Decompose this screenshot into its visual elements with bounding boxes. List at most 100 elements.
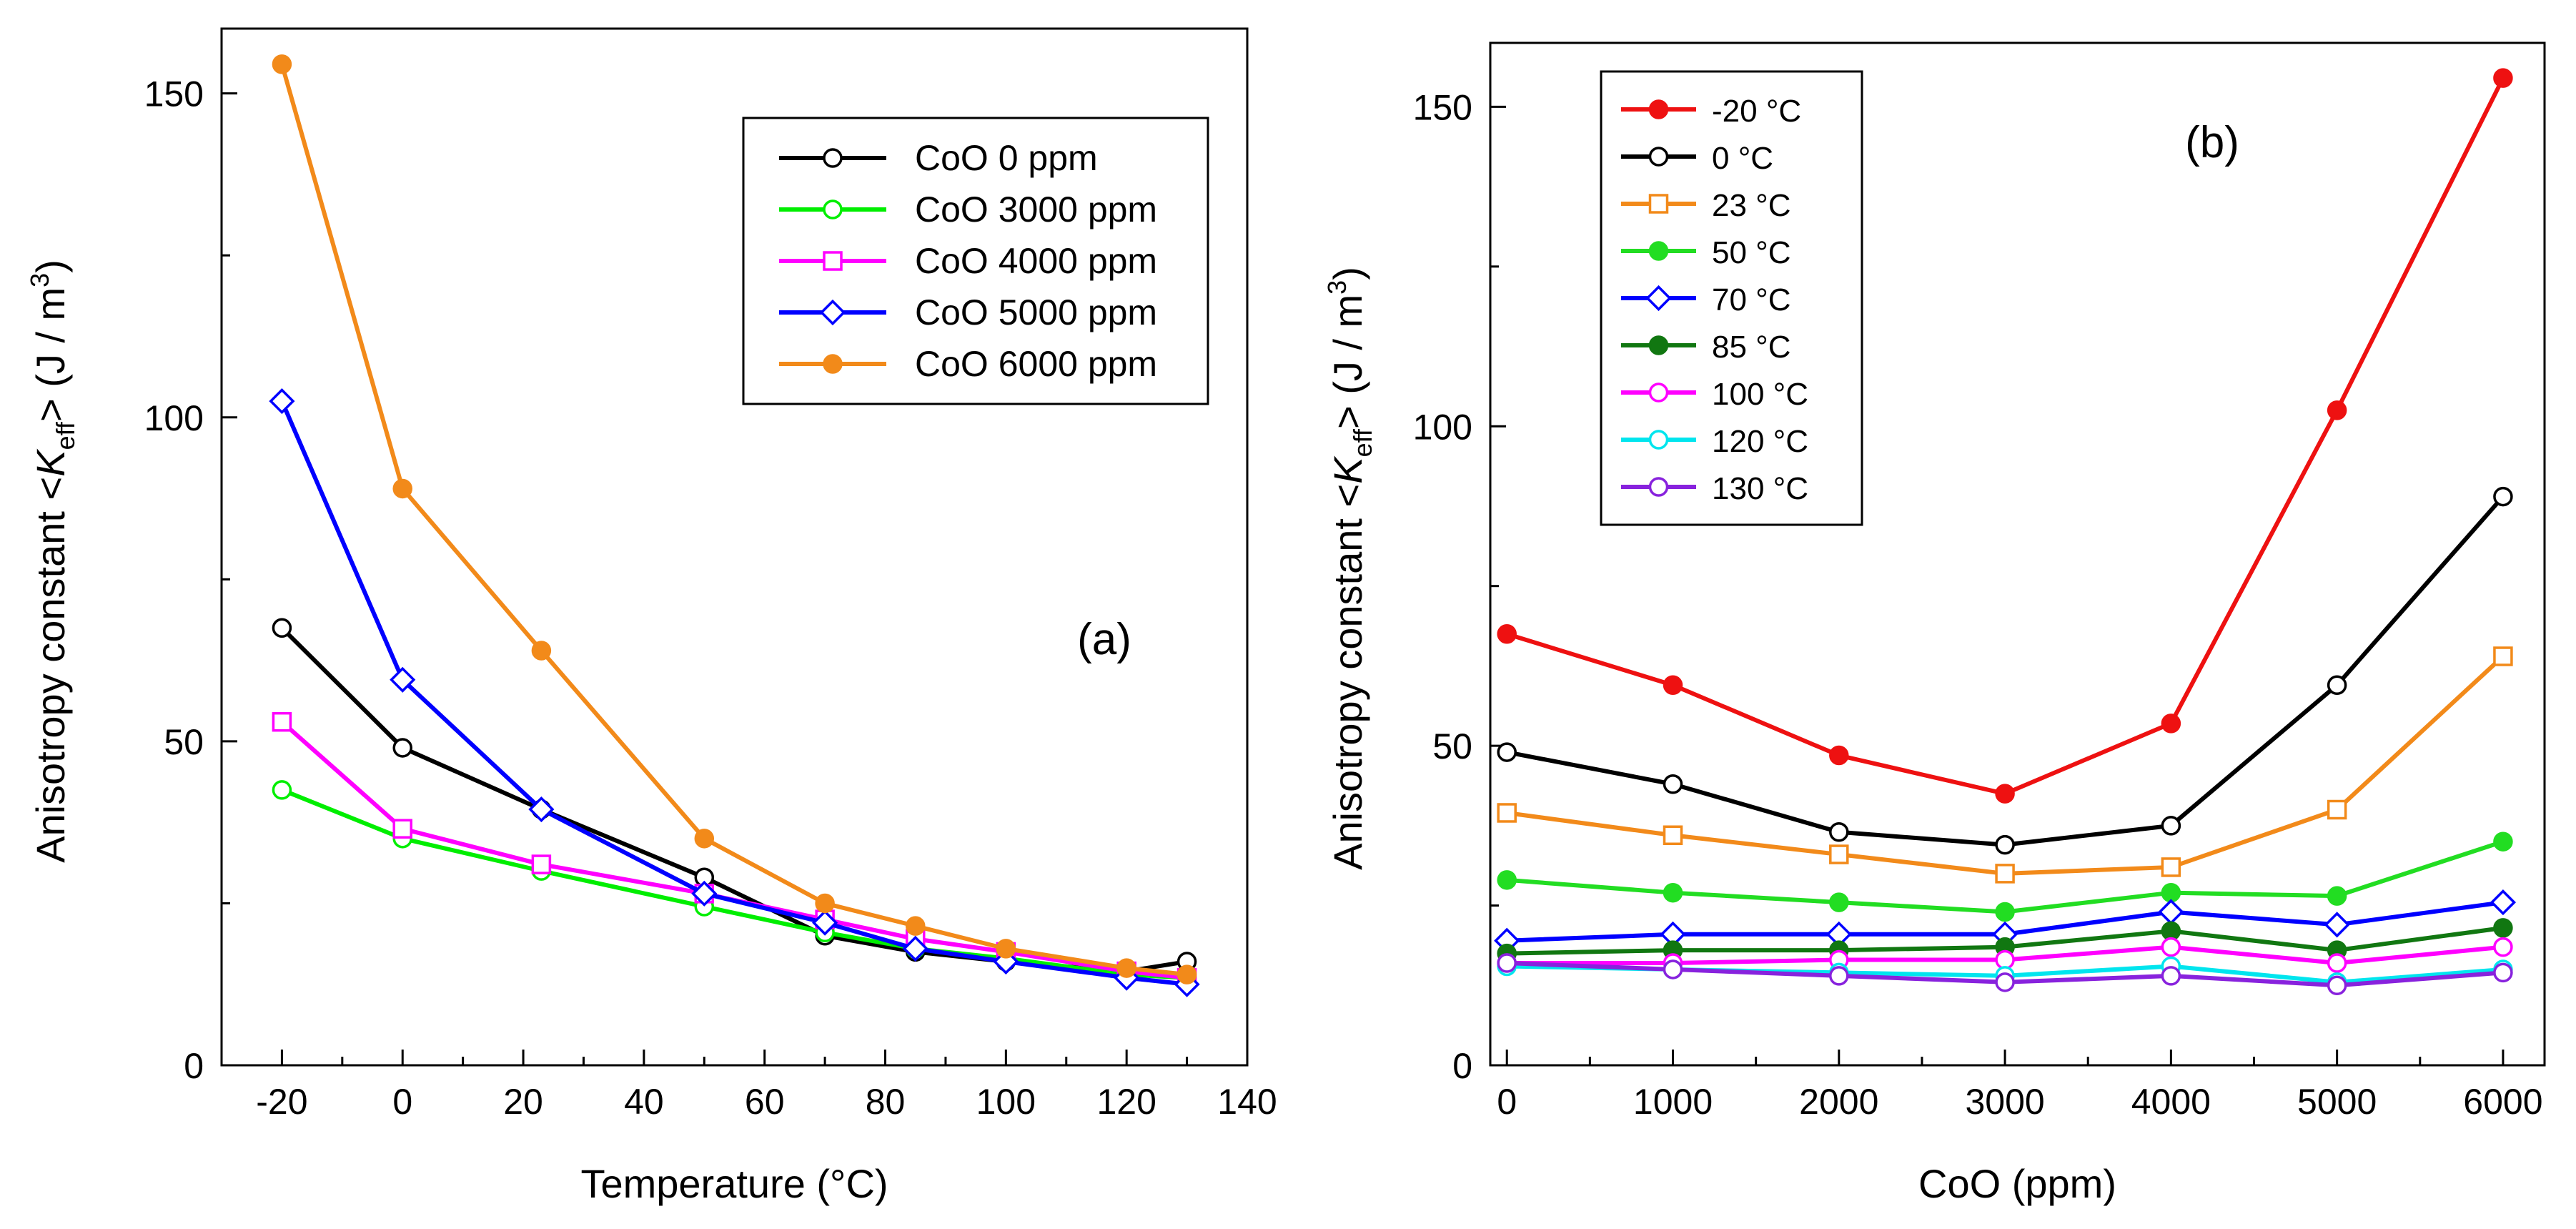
panel-b-coo-chart: 0 1000 2000 3000 4000 5000 6000 0 50 100 150 CoO (p… — [1322, 41, 2546, 1206]
panel-a-panel-label: (a) — [1077, 615, 1131, 664]
panel-b-data-point — [1829, 892, 1849, 912]
panel-a-x-tick-label: 20 — [503, 1082, 543, 1122]
panel-b-data-point — [2493, 918, 2513, 938]
panel-b-x-tick-label: 5000 — [2297, 1082, 2377, 1122]
panel-a-data-point — [996, 939, 1016, 959]
panel-b-legend-label: 120 °C — [1712, 424, 1808, 459]
panel-a-legend-label: CoO 5000 ppm — [915, 292, 1157, 332]
panel-b-data-point — [1995, 784, 2015, 804]
panel-a-legend-label: CoO 6000 ppm — [915, 344, 1157, 384]
panel-b-data-point — [1829, 745, 1849, 766]
panel-b-legend-label: 85 °C — [1712, 330, 1791, 365]
panel-b-data-point — [1829, 822, 1849, 842]
panel-a-data-point — [694, 829, 715, 849]
panel-b-legend-label: 130 °C — [1712, 471, 1808, 506]
panel-b-legend: -20 °C 0 °C 23 °C 50 °C 70 °C 85 °C 100 °C 120 … — [1600, 70, 1863, 526]
panel-b-data-point — [2327, 975, 2347, 996]
panel-a-y-tick-label: 150 — [144, 74, 204, 114]
panel-b-y-tick-label: 50 — [1432, 726, 1472, 766]
panel-a-y-axis-label: Anisotropy constant <Keff> (J / m3) — [25, 260, 80, 863]
panel-a-data-point — [1116, 958, 1136, 978]
panel-b-legend-marker — [1648, 241, 1669, 261]
panel-a-y-tick-label: 50 — [164, 722, 204, 762]
panel-b-legend-label: -20 °C — [1712, 94, 1801, 129]
panel-b-data-point — [2327, 400, 2347, 420]
panel-b-data-point — [1995, 949, 2015, 970]
panel-a-data-point — [531, 854, 552, 874]
panel-b-data-point — [1663, 675, 1683, 695]
panel-b-data-point — [1497, 953, 1517, 973]
panel-a-x-tick-label: 60 — [745, 1082, 785, 1122]
panel-a-x-tick-label: 80 — [866, 1082, 906, 1122]
panel-a-legend-marker — [823, 354, 843, 374]
panel-b-legend-label: 70 °C — [1712, 282, 1791, 317]
panel-b-data-point — [1663, 774, 1683, 794]
panel-a-data-point — [392, 738, 412, 758]
panel-b-data-point — [2161, 937, 2181, 957]
panel-b-x-tick-label: 4000 — [2131, 1082, 2211, 1122]
panel-a-data-point — [272, 618, 292, 638]
panel-a-series-line — [281, 788, 1187, 980]
panel-b-data-point — [2161, 921, 2181, 942]
panel-a-data-point — [1176, 964, 1197, 984]
panel-a-x-tick-label: 120 — [1096, 1082, 1156, 1122]
panel-b-legend-marker — [1645, 285, 1672, 312]
panel-b-x-tick-label: 3000 — [1965, 1082, 2044, 1122]
panel-a-legend-label: CoO 0 ppm — [915, 138, 1098, 178]
panel-b-data-point — [1497, 870, 1517, 890]
panel-b-data-point — [1663, 825, 1683, 845]
panel-b-data-point — [2161, 857, 2181, 877]
panel-b-legend-marker — [1648, 194, 1669, 214]
panel-a-series-line — [279, 400, 1187, 987]
panel-b-legend-label: 50 °C — [1712, 235, 1791, 270]
panel-b-series-3 — [1497, 831, 2513, 922]
panel-b-data-point — [2493, 937, 2513, 957]
panel-a-data-point — [272, 711, 292, 732]
panel-a-data-point — [392, 478, 412, 499]
panel-a-legend-marker — [823, 148, 843, 168]
panel-a-data-point — [392, 819, 412, 839]
panel-b-y-tick-label: 0 — [1452, 1046, 1472, 1086]
panel-b-legend-marker — [1648, 147, 1669, 167]
panel-a-data-point — [691, 880, 718, 907]
panel-b-y-axis-label: Anisotropy constant <Keff> (J / m3) — [1322, 267, 1377, 870]
panel-b-data-point — [2493, 68, 2513, 88]
panel-b-series-0 — [1497, 68, 2513, 804]
panel-b-x-axis-label: CoO (ppm) — [1918, 1161, 2116, 1206]
panel-a-legend-label: CoO 3000 ppm — [915, 189, 1157, 229]
panel-a-series-line — [280, 626, 1188, 974]
panel-b-y-tick-label: 150 — [1413, 87, 1472, 127]
panel-a-series-4 — [272, 54, 1197, 984]
panel-a-data-point — [272, 54, 292, 74]
panel-a-data-point — [390, 666, 416, 693]
panel-b-data-point — [1995, 864, 2015, 884]
panel-b-data-point — [2161, 714, 2181, 734]
panel-b-data-point — [2493, 831, 2513, 852]
panel-b-data-point — [2161, 882, 2181, 903]
panel-a-data-point — [272, 780, 292, 800]
panel-a-series-line — [280, 720, 1187, 980]
panel-b-data-point — [1663, 959, 1683, 979]
panel-b-legend-marker — [1648, 477, 1669, 497]
panel-a-y-tick-label: 100 — [144, 398, 204, 438]
panel-b-data-point — [2161, 816, 2181, 836]
panel-b-x-tick-label: 6000 — [2463, 1082, 2542, 1122]
panel-b-legend-label: 0 °C — [1712, 141, 1773, 176]
panel-b-data-point — [1995, 902, 2015, 922]
panel-a-data-point — [815, 893, 835, 914]
panel-b-series-2 — [1497, 646, 2513, 884]
panel-b-data-point — [1829, 844, 1849, 864]
panel-a-y-tick-label: 0 — [184, 1046, 204, 1086]
panel-b-y-tick-label: 100 — [1413, 407, 1472, 447]
panel-b-data-point — [1497, 803, 1517, 823]
panel-b-x-tick-label: 2000 — [1799, 1082, 1878, 1122]
panel-b-data-point — [2327, 953, 2347, 973]
panel-a-data-point — [812, 909, 838, 936]
panel-b-data-point — [2493, 486, 2513, 507]
panel-b-data-point — [2490, 889, 2517, 916]
panel-b-data-point — [1497, 742, 1517, 762]
panel-b-data-point — [1497, 623, 1517, 644]
panel-a-x-tick-label: 140 — [1217, 1082, 1277, 1122]
panel-b-x-tick-label: 0 — [1497, 1082, 1517, 1122]
